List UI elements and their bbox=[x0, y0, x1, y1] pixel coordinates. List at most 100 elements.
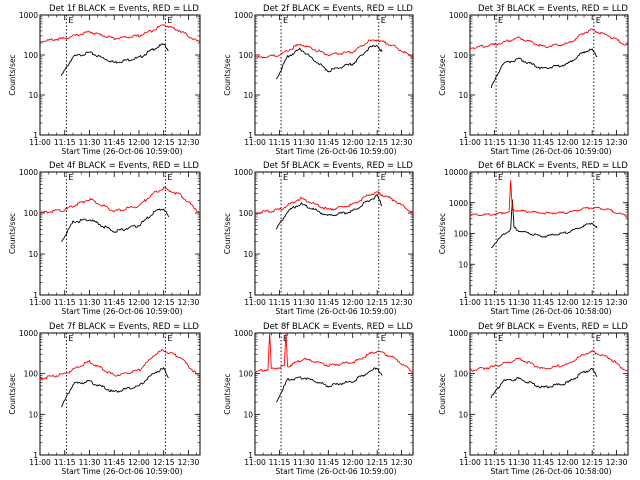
x-tick-label: 11:00 bbox=[29, 138, 51, 147]
y-axis-label: Counts/sec bbox=[438, 373, 447, 414]
x-tick-label: 11:45 bbox=[103, 138, 125, 147]
panel-title: Det 4f BLACK = Events, RED = LLD bbox=[49, 161, 199, 171]
x-tick-label: 11:15 bbox=[484, 298, 506, 307]
x-tick-label: 11:00 bbox=[459, 298, 481, 307]
panel-title: Det 1f BLACK = Events, RED = LLD bbox=[49, 4, 199, 14]
y-tick-label: 100 bbox=[24, 51, 39, 60]
panel-title: Det 2f BLACK = Events, RED = LLD bbox=[263, 4, 413, 14]
y-tick-label: 1 bbox=[248, 291, 253, 300]
event-marker-label: E bbox=[596, 173, 601, 182]
x-tick-label: 11:00 bbox=[459, 458, 481, 467]
panel-9: Det 9f BLACK = Events, RED = LLD 1 10 100 10… bbox=[438, 322, 629, 476]
event-marker-label: E bbox=[68, 16, 73, 25]
x-axis-label: Start Time (26-Oct-06 10:59:00) bbox=[61, 467, 182, 476]
series-line-events bbox=[275, 367, 383, 403]
x-tick-label: 11:15 bbox=[269, 298, 291, 307]
panel-7: Det 7f BLACK = Events, RED = LLD 1 10 100 10… bbox=[8, 322, 201, 476]
panel-title: Det 9f BLACK = Events, RED = LLD bbox=[478, 322, 628, 332]
x-tick-label: 11:00 bbox=[459, 138, 481, 147]
x-tick-label: 11:45 bbox=[317, 298, 339, 307]
y-tick-label: 100 bbox=[239, 51, 254, 60]
plot-frame bbox=[254, 332, 414, 456]
x-tick-label: 12:00 bbox=[128, 458, 150, 467]
series-line-events bbox=[60, 367, 169, 408]
series-line-lld bbox=[469, 179, 629, 218]
y-tick-label: 10 bbox=[458, 91, 468, 100]
x-tick-label: 12:30 bbox=[178, 138, 200, 147]
y-tick-label: 1000 bbox=[449, 11, 468, 20]
plot-frame bbox=[469, 332, 629, 456]
panel-6: Det 6f BLACK = Events, RED = LLD 1 10 100 10… bbox=[438, 161, 629, 316]
y-axis-label: Counts/sec bbox=[223, 54, 232, 95]
series-line-lld bbox=[254, 332, 413, 374]
y-tick-label: 10 bbox=[243, 91, 253, 100]
x-tick-label: 12:30 bbox=[391, 298, 413, 307]
event-marker-label: E bbox=[596, 16, 601, 25]
x-tick-label: 11:30 bbox=[293, 138, 315, 147]
x-axis-label: Start Time (26-Oct-06 10:59:00) bbox=[275, 307, 396, 316]
y-axis-label: Counts/sec bbox=[223, 213, 232, 254]
x-tick-label: 12:00 bbox=[342, 458, 364, 467]
y-tick-label: 100 bbox=[454, 230, 469, 239]
y-tick-label: 100 bbox=[454, 51, 469, 60]
x-tick-label: 12:30 bbox=[178, 298, 200, 307]
x-tick-label: 12:15 bbox=[581, 458, 603, 467]
x-tick-label: 11:15 bbox=[484, 138, 506, 147]
x-tick-label: 11:45 bbox=[317, 138, 339, 147]
series-line-lld bbox=[39, 348, 201, 380]
x-tick-label: 12:15 bbox=[153, 138, 175, 147]
panel-8: Det 8f BLACK = Events, RED = LLD 1 10 100 10… bbox=[223, 322, 414, 476]
y-tick-label: 10 bbox=[458, 410, 468, 419]
event-marker-label: E bbox=[68, 173, 73, 182]
x-tick-label: 12:00 bbox=[342, 138, 364, 147]
event-marker-label: E bbox=[381, 334, 386, 343]
y-tick-label: 1 bbox=[463, 131, 468, 140]
y-tick-label: 1 bbox=[33, 451, 38, 460]
event-marker-label: E bbox=[167, 334, 172, 343]
panel-1: Det 1f BLACK = Events, RED = LLD 1 10 100 10… bbox=[8, 4, 201, 156]
x-tick-label: 12:15 bbox=[366, 138, 388, 147]
y-tick-label: 1000 bbox=[234, 168, 253, 177]
series-line-events bbox=[490, 48, 598, 89]
x-tick-label: 11:00 bbox=[29, 458, 51, 467]
x-tick-label: 11:45 bbox=[532, 298, 554, 307]
y-tick-label: 1000 bbox=[19, 11, 38, 20]
series-line-lld bbox=[469, 349, 629, 373]
x-tick-label: 11:15 bbox=[54, 458, 76, 467]
x-tick-label: 11:45 bbox=[103, 458, 125, 467]
x-axis-label: Start Time (26-Oct-06 10:58:00) bbox=[490, 307, 611, 316]
x-tick-label: 11:30 bbox=[508, 138, 530, 147]
series-line-lld bbox=[39, 24, 201, 44]
x-tick-label: 11:45 bbox=[103, 298, 125, 307]
series-line-lld bbox=[254, 191, 414, 215]
y-tick-label: 1000 bbox=[234, 329, 253, 338]
event-marker-label: E bbox=[596, 334, 601, 343]
x-tick-label: 12:00 bbox=[557, 458, 579, 467]
y-tick-label: 10 bbox=[458, 260, 468, 269]
event-marker-label: E bbox=[167, 16, 172, 25]
x-tick-label: 11:00 bbox=[244, 298, 266, 307]
y-tick-label: 1 bbox=[248, 131, 253, 140]
y-tick-label: 1000 bbox=[234, 11, 253, 20]
x-tick-label: 12:30 bbox=[391, 458, 413, 467]
y-tick-label: 100 bbox=[454, 370, 469, 379]
x-tick-label: 12:30 bbox=[606, 458, 628, 467]
x-tick-label: 11:15 bbox=[54, 298, 76, 307]
x-tick-label: 11:30 bbox=[293, 298, 315, 307]
plot-frame bbox=[39, 332, 201, 456]
event-marker-label: E bbox=[381, 16, 386, 25]
x-tick-label: 11:00 bbox=[244, 458, 266, 467]
panel-title: Det 5f BLACK = Events, RED = LLD bbox=[263, 161, 413, 171]
y-axis-label: Counts/sec bbox=[8, 213, 17, 254]
y-axis-label: Counts/sec bbox=[438, 213, 447, 254]
series-line-events bbox=[61, 208, 170, 242]
x-axis-label: Start Time (26-Oct-06 10:59:00) bbox=[61, 307, 182, 316]
x-tick-label: 12:15 bbox=[581, 138, 603, 147]
x-tick-label: 12:00 bbox=[342, 298, 364, 307]
y-tick-label: 10 bbox=[28, 410, 38, 419]
x-tick-label: 12:30 bbox=[391, 138, 413, 147]
y-tick-label: 10 bbox=[28, 91, 38, 100]
y-tick-label: 1000 bbox=[449, 199, 468, 208]
y-tick-label: 1 bbox=[33, 291, 38, 300]
